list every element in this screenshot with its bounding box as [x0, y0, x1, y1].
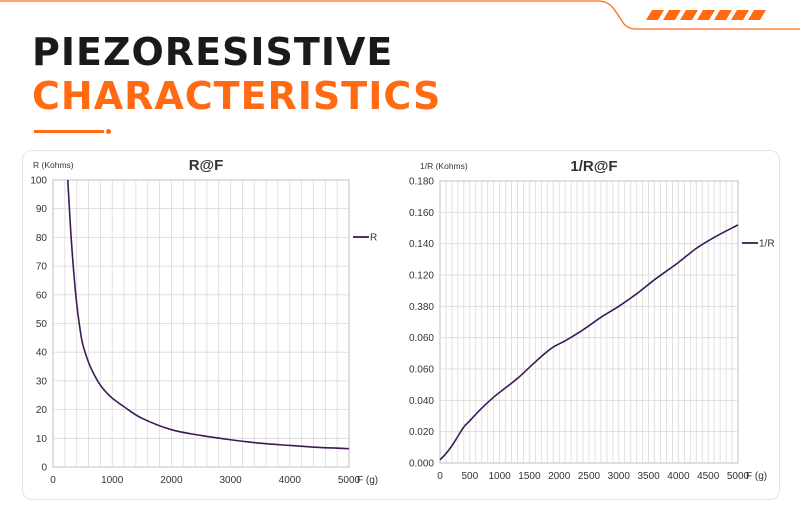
x-tick-label: 4000 [279, 475, 302, 486]
x-tick-label: 2500 [578, 471, 601, 482]
x-tick-label: 2000 [548, 471, 571, 482]
y-tick-label: 30 [36, 376, 48, 387]
y-tick-label: 0.040 [409, 396, 434, 407]
grid-lines [53, 180, 349, 467]
y-tick-label: 0.180 [409, 177, 434, 188]
x-axis-label: F (g) [357, 475, 378, 486]
x-tick-label: 4000 [667, 471, 690, 482]
page-title-line1: PIEZORESISTIVE [32, 30, 394, 74]
y-tick-label: 40 [36, 348, 48, 359]
title-underline-dot [106, 129, 111, 134]
x-tick-label: 5000 [727, 471, 750, 482]
y-tick-label: 80 [36, 233, 48, 244]
title-block: PIEZORESISTIVE CHARACTERISTICS [32, 30, 441, 118]
legend-label: R [370, 233, 377, 244]
y-axis-label: R (Kohms) [33, 160, 74, 170]
title-underline [34, 130, 104, 133]
y-tick-label: 60 [36, 290, 48, 301]
y-tick-label: 20 [36, 405, 48, 416]
y-tick-label: 0.380 [409, 302, 434, 313]
y-tick-label: 10 [36, 434, 48, 445]
x-tick-label: 500 [461, 471, 478, 482]
y-tick-label: 100 [30, 176, 47, 187]
y-tick-label: 0.000 [409, 459, 434, 470]
x-tick-label: 3000 [608, 471, 631, 482]
y-tick-label: 0.160 [409, 208, 434, 219]
x-tick-label: 1000 [101, 475, 124, 486]
x-tick-label: 0 [50, 475, 56, 486]
x-tick-label: 3500 [637, 471, 660, 482]
x-tick-label: 4500 [697, 471, 720, 482]
y-tick-label: 0.120 [409, 271, 434, 282]
legend-label: 1/R [759, 239, 775, 250]
x-tick-label: 3000 [219, 475, 242, 486]
y-axis-label: 1/R (Kohms) [420, 161, 468, 171]
chart-title: R@F [189, 157, 224, 174]
grid-lines [440, 181, 738, 463]
y-tick-label: 70 [36, 262, 48, 273]
x-tick-label: 1500 [518, 471, 541, 482]
y-tick-label: 90 [36, 204, 48, 215]
header-tab-decoration [0, 0, 800, 30]
series-line-r [67, 179, 350, 450]
series-line-1r [439, 224, 739, 461]
y-tick-label: 0 [41, 463, 47, 474]
y-tick-label: 0.020 [409, 427, 434, 438]
y-tick-label: 0.060 [409, 333, 434, 344]
y-tick-label: 0.140 [409, 239, 434, 250]
hazard-stripes [646, 10, 766, 20]
y-tick-label: 50 [36, 319, 48, 330]
x-tick-label: 0 [437, 471, 443, 482]
x-axis-label: F (g) [746, 471, 767, 482]
chart-title: 1/R@F [570, 158, 617, 175]
x-tick-label: 2000 [160, 475, 183, 486]
page-title-line2: CHARACTERISTICS [32, 74, 442, 118]
x-tick-label: 5000 [338, 475, 361, 486]
x-tick-label: 1000 [488, 471, 511, 482]
y-tick-label: 0.060 [409, 365, 434, 376]
